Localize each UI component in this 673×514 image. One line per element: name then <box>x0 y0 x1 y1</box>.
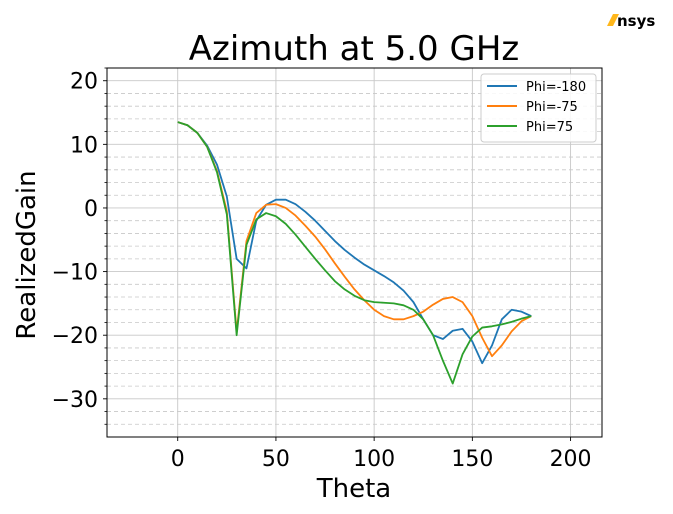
chart-title: Azimuth at 5.0 GHz <box>189 29 520 69</box>
y-tick-label: 10 <box>70 133 98 158</box>
series-line-3 <box>177 121 532 385</box>
series-line-1 <box>177 121 532 365</box>
ansys-logo-mark-icon <box>607 14 619 26</box>
y-tick-label: 20 <box>70 70 98 95</box>
axes-frame <box>106 67 603 438</box>
x-tick-label: 0 <box>171 447 185 472</box>
x-tick-label: 100 <box>353 447 395 472</box>
legend: Phi=-180 Phi=-75 Phi=75 <box>480 73 597 143</box>
x-axis-label: Theta <box>316 474 391 504</box>
x-tick-label: 200 <box>550 447 592 472</box>
y-tick-label: −10 <box>52 261 98 286</box>
ansys-logo: nsys <box>607 12 655 30</box>
legend-label-2: Phi=-75 <box>526 100 578 115</box>
grid-lines <box>107 67 602 437</box>
y-tick-label: 0 <box>84 197 98 222</box>
y-tick-label: −30 <box>52 388 98 413</box>
x-tick-label: 50 <box>262 447 290 472</box>
legend-label-1: Phi=-180 <box>526 80 586 95</box>
y-tick-label: −20 <box>52 324 98 349</box>
y-axis-label: RealizedGain <box>12 170 42 339</box>
series-lines <box>177 121 532 385</box>
legend-label-3: Phi=75 <box>526 120 573 135</box>
x-tick-label: 150 <box>451 447 493 472</box>
ansys-logo-text: nsys <box>617 12 655 30</box>
